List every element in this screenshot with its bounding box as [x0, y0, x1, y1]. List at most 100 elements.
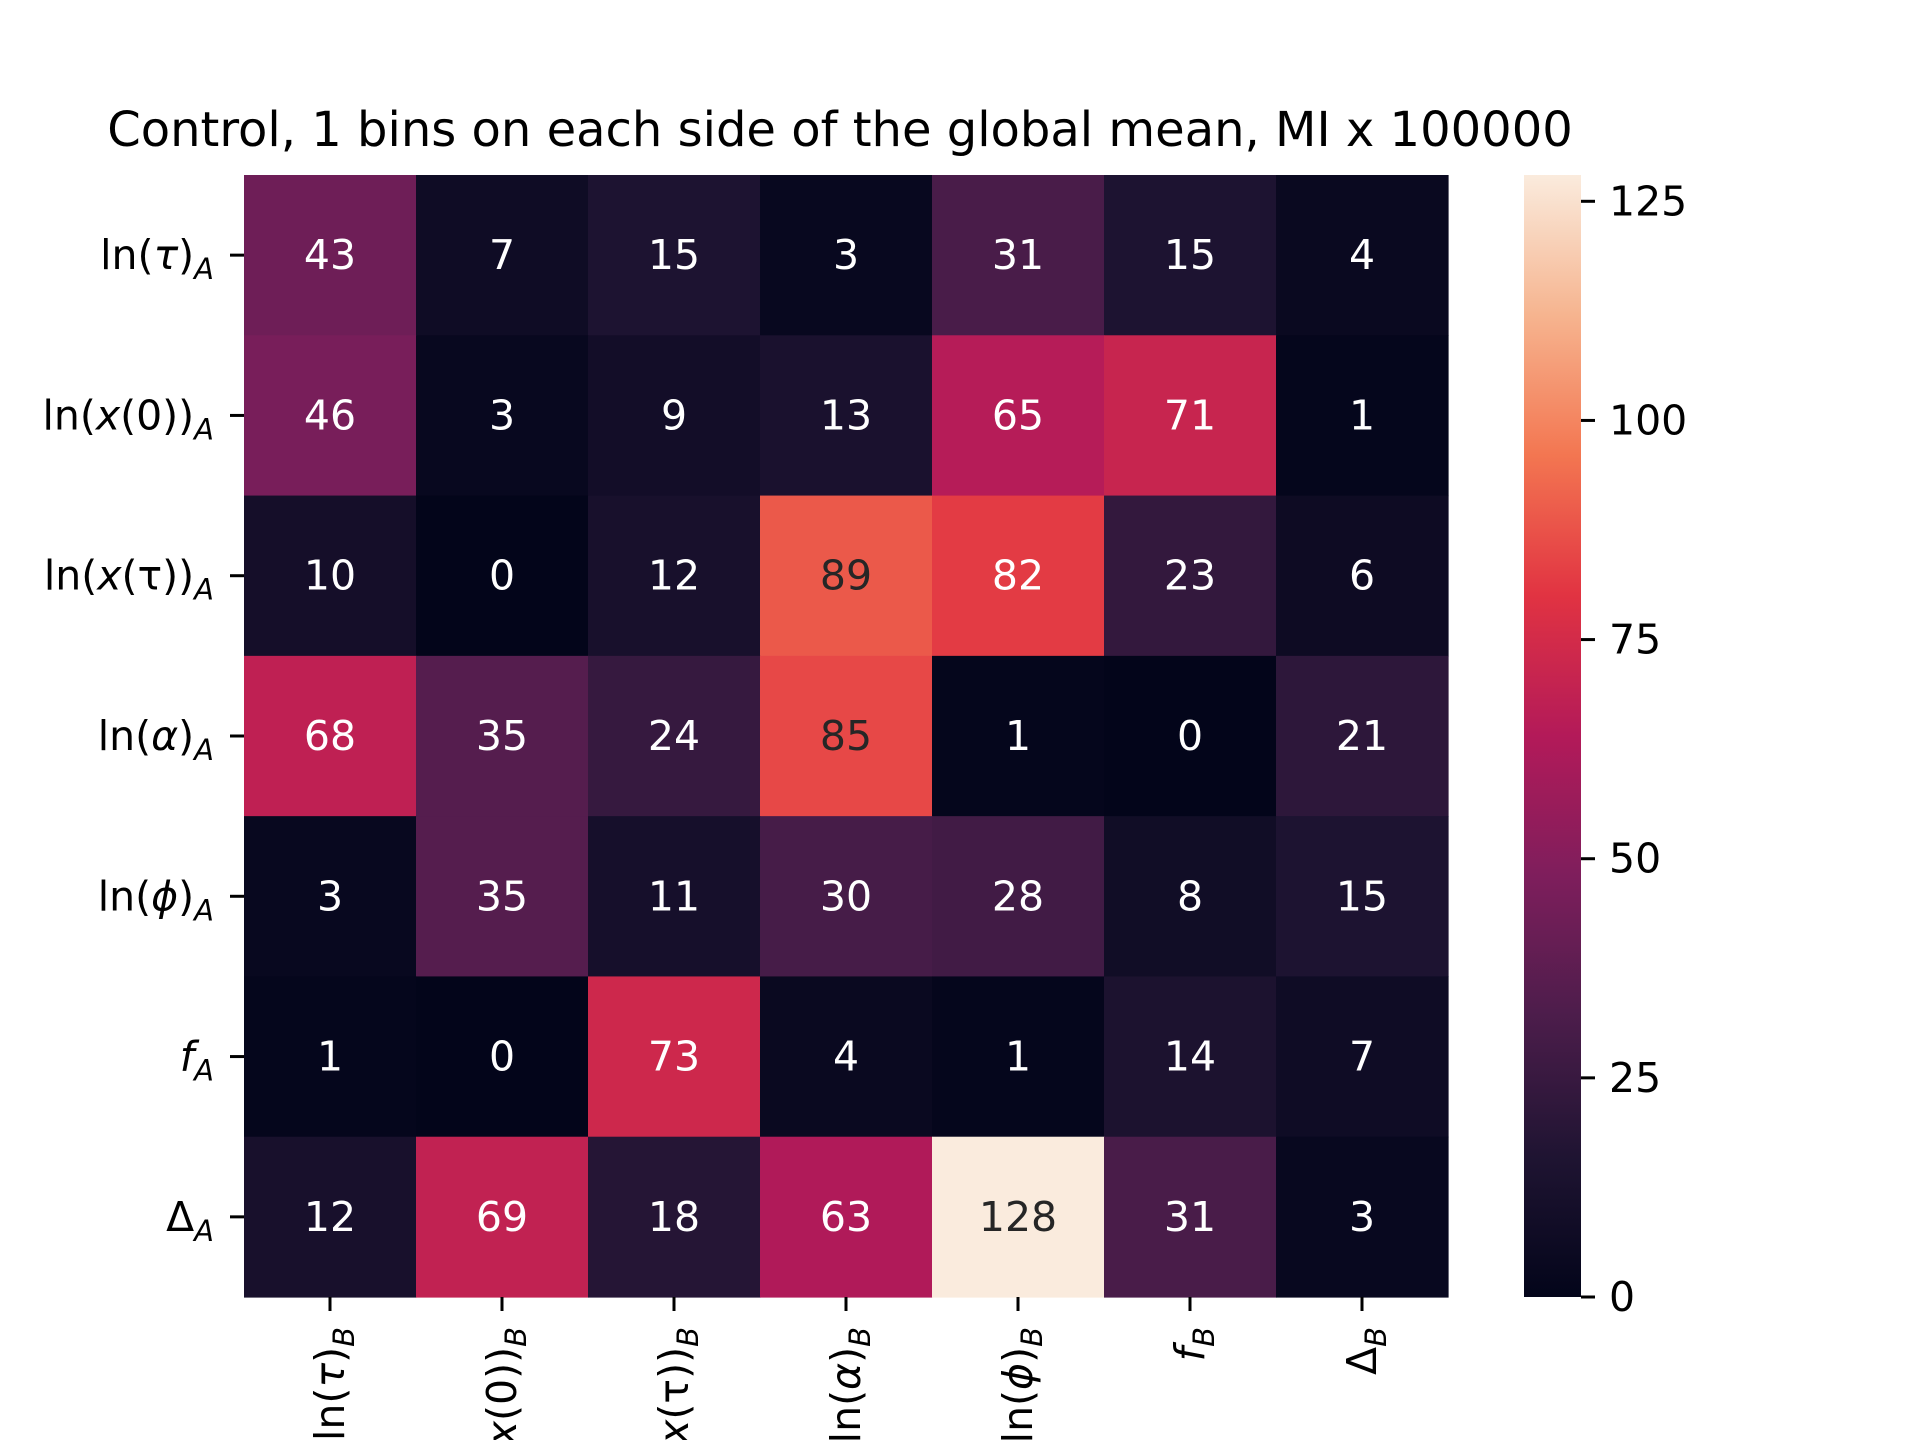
cell-value-label: 0	[1177, 712, 1203, 760]
column-tick-label: ln(x(0))B	[478, 1327, 533, 1440]
heatmap-cell	[1276, 175, 1449, 336]
colorbar-tick-label: 125	[1609, 177, 1687, 225]
row-tick-label: ln(x(0))A	[42, 391, 214, 446]
cell-value-label: 31	[1164, 1193, 1216, 1241]
cell-value-label: 63	[820, 1193, 872, 1241]
cell-value-label: 3	[1349, 1193, 1375, 1241]
heatmap-cell	[760, 335, 933, 497]
cell-value-label: 15	[648, 231, 700, 279]
cell-value-label: 1	[1005, 1033, 1031, 1081]
heatmap-cell	[932, 1136, 1105, 1298]
heatmap-cell	[244, 1136, 417, 1298]
heatmap-cell	[588, 655, 761, 817]
column-tick-label: ln(ϕ)B	[994, 1327, 1049, 1440]
heatmap-cell	[932, 976, 1105, 1138]
cell-value-label: 35	[476, 872, 528, 920]
heatmap-cell	[1276, 495, 1449, 657]
heatmap-cell	[760, 495, 933, 657]
heatmap-cell	[932, 655, 1105, 817]
colorbar-tick-label: 25	[1609, 1054, 1661, 1102]
row-tick-label: fA	[180, 1033, 214, 1088]
heatmap-cells: 43 7 15 3 31 15 446 3 9 13 65 71 110 0 12 89 82 23 668 35 24…	[244, 175, 1449, 1298]
heatmap-cell	[416, 655, 589, 817]
heatmap-cell	[1276, 335, 1449, 497]
cell-value-label: 13	[820, 391, 872, 439]
cell-value-label: 28	[992, 872, 1044, 920]
heatmap-cell	[932, 495, 1105, 657]
row-tick-label: ln(ϕ)A	[98, 872, 214, 927]
heatmap-cell	[1104, 1136, 1277, 1298]
heatmap-cell	[416, 175, 589, 336]
cell-value-label: 71	[1164, 391, 1216, 439]
cell-value-label: 4	[1349, 231, 1375, 279]
heatmap-cell	[588, 495, 761, 657]
cell-value-label: 31	[992, 231, 1044, 279]
cell-value-label: 23	[1164, 552, 1216, 600]
cell-value-label: 10	[304, 552, 356, 600]
cell-value-label: 43	[304, 231, 356, 279]
colorbar-tick-label: 75	[1609, 616, 1661, 664]
heatmap-cell	[760, 976, 933, 1138]
heatmap-cell	[1276, 976, 1449, 1138]
cell-value-label: 21	[1336, 712, 1388, 760]
heatmap-cell	[244, 816, 417, 978]
heatmap-cell	[760, 816, 933, 978]
cell-value-label: 4	[833, 1033, 859, 1081]
heatmap-cell	[932, 175, 1105, 336]
heatmap-cell	[1276, 1136, 1449, 1298]
heatmap-cell	[1104, 976, 1277, 1138]
colorbar: 0 25 50 75 100 125	[1524, 175, 1687, 1321]
heatmap-cell	[416, 495, 589, 657]
heatmap-cell	[416, 1136, 589, 1298]
heatmap-cell	[588, 816, 761, 978]
cell-value-label: 69	[476, 1193, 528, 1241]
cell-value-label: 11	[648, 872, 700, 920]
column-tick-label: ln(α)B	[822, 1327, 877, 1440]
cell-value-label: 15	[1336, 872, 1388, 920]
heatmap-cell	[1276, 816, 1449, 978]
cell-value-label: 24	[648, 712, 700, 760]
heatmap-cell	[1276, 655, 1449, 817]
cell-value-label: 3	[489, 391, 515, 439]
chart-title: Control, 1 bins on each side of the glob…	[107, 102, 1573, 158]
heatmap-cell	[416, 335, 589, 497]
cell-value-label: 89	[820, 552, 872, 600]
column-tick-label: ln(τ)B	[306, 1327, 361, 1440]
heatmap-cell	[244, 976, 417, 1138]
column-tick-label: ΔB	[1338, 1327, 1393, 1375]
row-tick-label: ln(α)A	[98, 712, 214, 767]
heatmap-cell	[588, 1136, 761, 1298]
cell-value-label: 68	[304, 712, 356, 760]
heatmap-cell	[244, 495, 417, 657]
heatmap-cell	[760, 175, 933, 336]
cell-value-label: 0	[489, 1033, 515, 1081]
cell-value-label: 7	[489, 231, 515, 279]
heatmap-cell	[588, 976, 761, 1138]
cell-value-label: 65	[992, 391, 1044, 439]
cell-value-label: 7	[1349, 1033, 1375, 1081]
heatmap-cell	[1104, 816, 1277, 978]
row-tick-label: ln(x(τ))A	[44, 552, 214, 607]
colorbar-gradient	[1524, 175, 1581, 1297]
cell-value-label: 15	[1164, 231, 1216, 279]
cell-value-label: 1	[1005, 712, 1031, 760]
cell-value-label: 1	[317, 1033, 343, 1081]
heatmap-cell	[416, 976, 589, 1138]
row-tick-label: ΔA	[166, 1193, 214, 1248]
cell-value-label: 6	[1349, 552, 1375, 600]
heatmap-cell	[244, 655, 417, 817]
heatmap-cell	[932, 335, 1105, 497]
cell-value-label: 128	[979, 1193, 1057, 1241]
row-axis: ln(τ)A ln(x(0))A ln(x(τ))A ln(α)A ln(ϕ)A fA ΔA	[42, 231, 244, 1248]
colorbar-tick-label: 100	[1609, 396, 1687, 444]
heatmap-cell	[760, 1136, 933, 1298]
heatmap-cell	[1104, 175, 1277, 336]
colorbar-tick-label: 50	[1609, 835, 1661, 883]
cell-value-label: 12	[648, 552, 700, 600]
cell-value-label: 73	[648, 1033, 700, 1081]
cell-value-label: 3	[317, 872, 343, 920]
cell-value-label: 35	[476, 712, 528, 760]
heatmap-cell	[244, 335, 417, 497]
heatmap-cell	[760, 655, 933, 817]
heatmap-cell	[588, 335, 761, 497]
